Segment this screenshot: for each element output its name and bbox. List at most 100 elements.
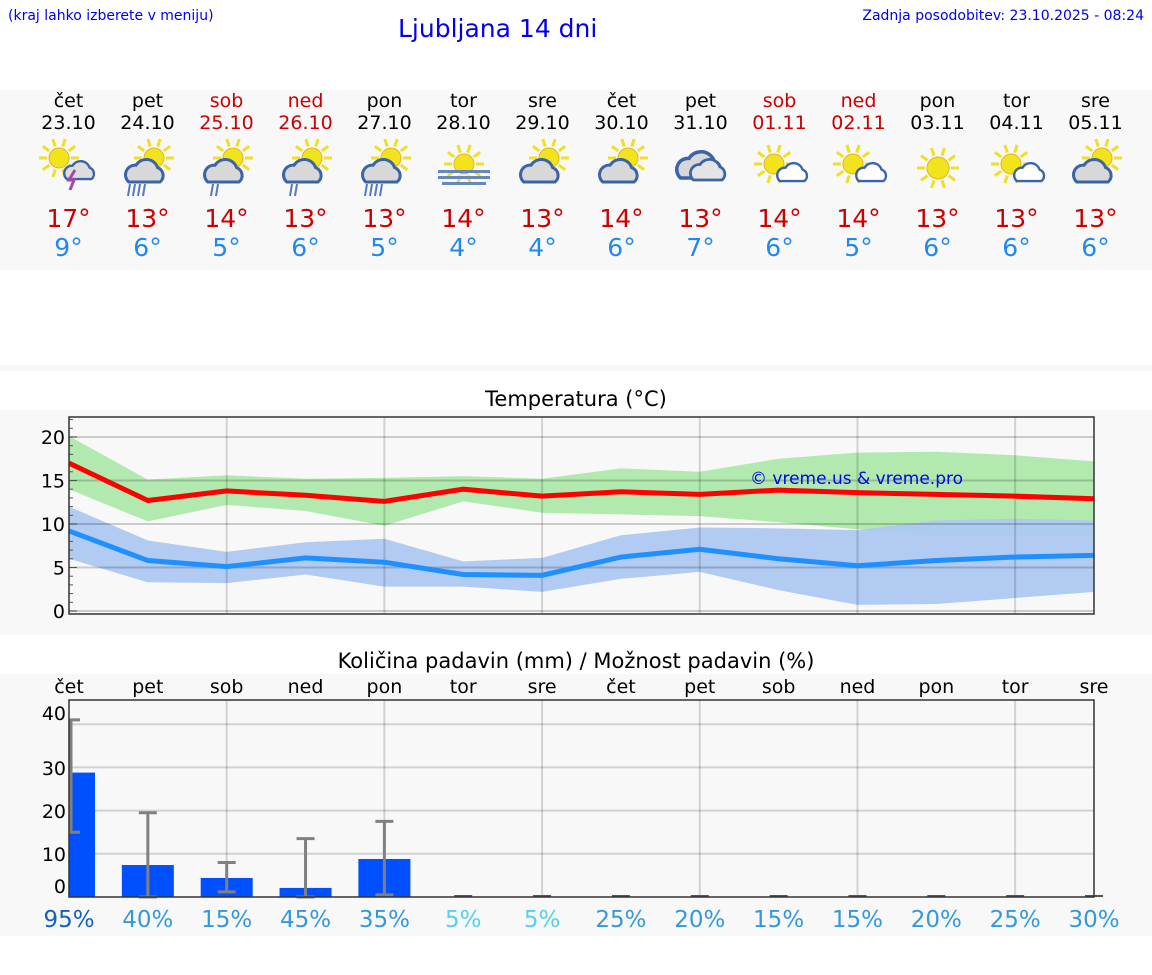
day-forecast: čet 30.10 14° 6° [582, 90, 661, 262]
precip-probability: 5% [445, 907, 482, 933]
day-forecast: pet 31.10 13° 7° [661, 90, 740, 262]
min-temp: 6° [1002, 233, 1031, 262]
day-forecast: pon 03.11 13° 6° [898, 90, 977, 262]
location-hint: (kraj lahko izberete v meniju) [8, 8, 214, 24]
min-temp: 6° [1081, 233, 1110, 262]
day-name: čet [606, 90, 637, 112]
day-forecast: pet 24.10 13° 6° [108, 90, 187, 262]
precip-probability: 25% [990, 907, 1041, 933]
day-date: 04.11 [989, 112, 1044, 134]
day-date: 29.10 [515, 112, 570, 134]
precip-probability: 30% [1068, 907, 1119, 933]
max-temp-band [69, 436, 1094, 536]
precipitation-chart: čet pet sob ned pon tor sre čet pet sob ned pon tor s… [42, 676, 1120, 933]
day-forecast: tor 04.11 13° 6° [977, 90, 1056, 262]
day-forecast: čet 23.10 17° 9° [29, 90, 108, 262]
sun-small-cloud-icon [740, 134, 819, 202]
day-date: 01.11 [752, 112, 807, 134]
x-day-label: pet [684, 676, 715, 698]
sun-cloud-icon [503, 134, 582, 202]
sun-small-cloud-icon [977, 134, 1056, 202]
min-temp: 6° [133, 233, 162, 262]
day-forecast: sre 29.10 13° 4° [503, 90, 582, 262]
min-temp: 9° [54, 233, 83, 262]
day-date: 30.10 [594, 112, 649, 134]
sun-cloud-icon [1056, 134, 1135, 202]
day-forecast: sob 01.11 14° 6° [740, 90, 819, 262]
y-tick-label: 0 [54, 876, 66, 898]
day-forecast: ned 26.10 13° 6° [266, 90, 345, 262]
y-tick-label: 20 [41, 427, 65, 449]
plot-border [68, 416, 1095, 615]
page-title: Ljubljana 14 dni [398, 14, 598, 43]
min-temp-line [68, 528, 1095, 578]
sun-icon [898, 134, 977, 202]
sun-fog-icon [424, 134, 503, 202]
x-day-label: tor [1002, 676, 1029, 698]
x-day-label: ned [840, 676, 876, 698]
day-name: ned [840, 90, 877, 112]
y-tick-label: 20 [42, 801, 66, 823]
x-day-label: sre [528, 676, 557, 698]
x-day-label: pet [132, 676, 163, 698]
plot-border [68, 699, 1095, 898]
precip-probability: 25% [595, 907, 646, 933]
y-tick-label: 40 [42, 703, 66, 725]
sun-cloud-icon [582, 134, 661, 202]
sun-cloud-heavy-rain-icon [108, 134, 187, 202]
max-temp: 13° [125, 204, 170, 233]
divider [0, 365, 1152, 371]
sun-cloud-heavy-rain-icon [345, 134, 424, 202]
sun-small-cloud-icon [819, 134, 898, 202]
cloudy-icon [661, 134, 740, 202]
precip-probability: 95% [43, 907, 94, 933]
temperature-chart-title: Temperatura (°C) [485, 387, 667, 411]
min-temp: 6° [291, 233, 320, 262]
min-temp: 6° [765, 233, 794, 262]
precip-probability: 5% [524, 907, 561, 933]
y-tick-label: 30 [42, 758, 66, 780]
day-name: sob [762, 90, 797, 112]
day-name: tor [450, 90, 477, 112]
sun-cloud-thunder-icon [29, 134, 108, 202]
precip-probability: 35% [359, 907, 410, 933]
temperature-chart: 0 5 10 15 20 © vreme.us & vreme.pro [41, 416, 1095, 623]
min-temp-band [69, 506, 1094, 605]
day-name: tor [1003, 90, 1030, 112]
min-temp: 6° [923, 233, 952, 262]
max-temp: 13° [915, 204, 960, 233]
precipitation-chart-title: Količina padavin (mm) / Možnost padavin … [337, 649, 815, 673]
day-date: 05.11 [1068, 112, 1123, 134]
max-temp: 13° [520, 204, 565, 233]
min-temp: 5° [844, 233, 873, 262]
y-tick-label: 0 [53, 601, 65, 623]
x-day-label: pon [918, 676, 954, 698]
day-date: 03.11 [910, 112, 965, 134]
min-temp: 6° [607, 233, 636, 262]
day-name: čet [53, 90, 84, 112]
daily-forecast-strip: čet 23.10 17° 9° pet 24.10 13° 6° sob 25.1… [0, 90, 1152, 270]
max-temp: 13° [1073, 204, 1118, 233]
precip-bar [69, 772, 95, 897]
y-tick-label: 5 [53, 558, 65, 580]
day-forecast: ned 02.11 14° 5° [819, 90, 898, 262]
day-name: sob [209, 90, 244, 112]
x-day-label: čet [606, 676, 636, 698]
max-temp: 17° [46, 204, 91, 233]
day-date: 02.11 [831, 112, 886, 134]
max-temp: 14° [757, 204, 802, 233]
watermark: © vreme.us & vreme.pro [750, 469, 963, 489]
max-temp: 13° [678, 204, 723, 233]
max-temp: 13° [362, 204, 407, 233]
day-name: ned [287, 90, 324, 112]
temperature-panel: 0 5 10 15 20 © vreme.us & vreme.pro [0, 410, 1152, 635]
day-forecast: tor 28.10 14° 4° [424, 90, 503, 262]
precip-probability: 15% [753, 907, 804, 933]
y-tick-label: 15 [41, 471, 65, 493]
sun-cloud-light-rain-icon [187, 134, 266, 202]
day-name: pon [919, 90, 956, 112]
sun-cloud-light-rain-icon [266, 134, 345, 202]
day-date: 27.10 [357, 112, 412, 134]
max-temp: 14° [836, 204, 881, 233]
min-temp: 4° [449, 233, 478, 262]
